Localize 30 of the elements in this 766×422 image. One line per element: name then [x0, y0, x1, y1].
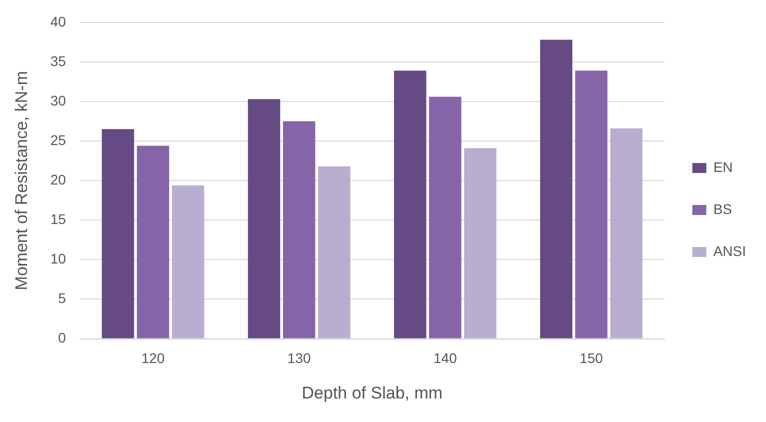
bar — [136, 146, 170, 338]
bar — [102, 129, 134, 338]
x-tick-label: 120 — [141, 350, 165, 366]
y-tick-label: 25 — [50, 132, 66, 148]
y-tick-label: 35 — [50, 52, 66, 69]
y-tick-label: 5 — [58, 290, 66, 306]
legend-label: BS — [713, 200, 732, 217]
legend-label: ANSI — [713, 242, 746, 259]
bar — [540, 40, 572, 338]
bar — [464, 148, 496, 338]
bar — [575, 70, 608, 338]
y-tick-label: 40 — [50, 13, 66, 30]
x-tick-label: 140 — [434, 350, 458, 366]
y-tick-label: 0 — [58, 330, 66, 346]
y-tick-label: 10 — [50, 250, 66, 267]
x-tick-label: 150 — [580, 350, 604, 366]
bar — [429, 96, 462, 338]
bar — [172, 185, 204, 338]
bar — [394, 70, 426, 338]
y-tick-label: 20 — [50, 171, 66, 188]
x-tick-label: 130 — [287, 350, 311, 366]
y-tick-label: 30 — [50, 92, 66, 108]
bar — [282, 121, 316, 338]
bar — [318, 166, 350, 338]
bar — [610, 128, 642, 338]
legend-label: EN — [713, 158, 733, 175]
y-tick-label: 15 — [50, 211, 66, 228]
y-axis-title: Moment of Resistance, kN-m — [12, 71, 31, 290]
x-axis-title: Depth of Slab, mm — [302, 383, 443, 402]
bar — [248, 99, 280, 338]
